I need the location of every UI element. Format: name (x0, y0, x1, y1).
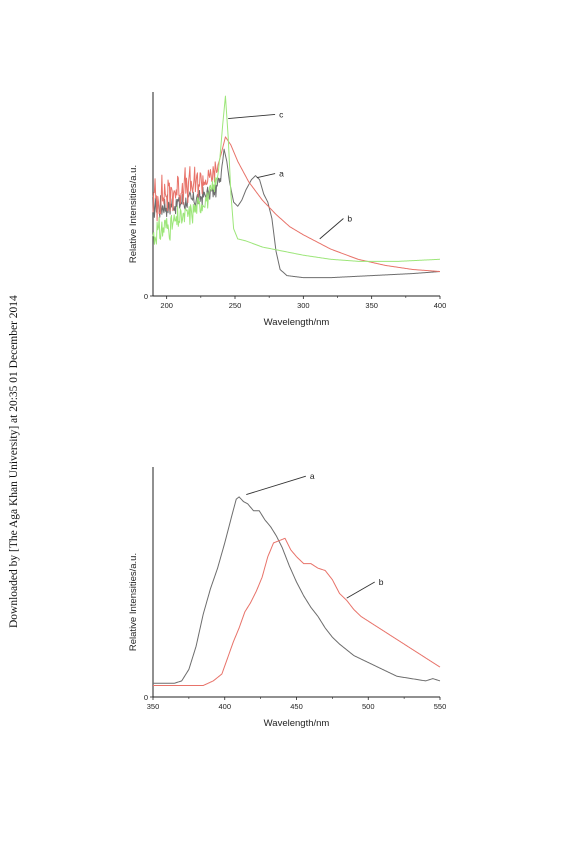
x-tick-label: 500 (362, 702, 375, 711)
annotation-leader-b (319, 218, 344, 240)
x-tick-label: 400 (434, 301, 447, 310)
x-axis-title: Wavelength/nm (264, 718, 330, 729)
x-tick-label: 400 (218, 702, 231, 711)
annotation-label-a: a (310, 471, 315, 481)
annotation-label-a: a (279, 169, 284, 179)
series-line-c (152, 95, 441, 262)
annotation-leader-b (346, 581, 375, 599)
annotation-label-c: c (279, 109, 284, 119)
x-tick-label: 300 (297, 301, 310, 310)
annotation-leader-a (256, 173, 276, 179)
x-tick-label: 450 (290, 702, 303, 711)
annotation-label-b: b (379, 577, 384, 587)
download-watermark: Downloaded by [The Aga Khan University] … (8, 295, 20, 628)
series-line-b (152, 136, 441, 273)
x-tick-label: 350 (365, 301, 378, 310)
annotation-label-b: b (347, 213, 352, 223)
emission-spectrum-chart: 350 400 450 500 550 0 Wavelength/nm Relative In… (128, 467, 447, 729)
y-tick-label: 0 (144, 292, 148, 301)
download-watermark-text: Downloaded by [The Aga Khan University] … (8, 295, 20, 628)
y-axis-title: Relative Intensities/a.u. (128, 553, 139, 651)
x-axis-title: Wavelength/nm (264, 317, 330, 328)
x-tick-label: 200 (160, 301, 173, 310)
y-tick-label: 0 (144, 693, 148, 702)
annotation-leader-a (246, 475, 306, 496)
x-tick-label: 250 (229, 301, 242, 310)
x-tick-label: 550 (434, 702, 447, 711)
x-tick-label: 350 (147, 702, 160, 711)
y-axis-title: Relative Intensities/a.u. (128, 165, 139, 263)
series-line-a (153, 496, 441, 684)
series-line-b (153, 537, 441, 686)
absorption-spectrum-chart: 200 250 300 350 400 0 Wavelength/nm Relative In… (128, 92, 447, 328)
series-line-a (152, 148, 441, 279)
annotation-leader-c (228, 113, 276, 119)
